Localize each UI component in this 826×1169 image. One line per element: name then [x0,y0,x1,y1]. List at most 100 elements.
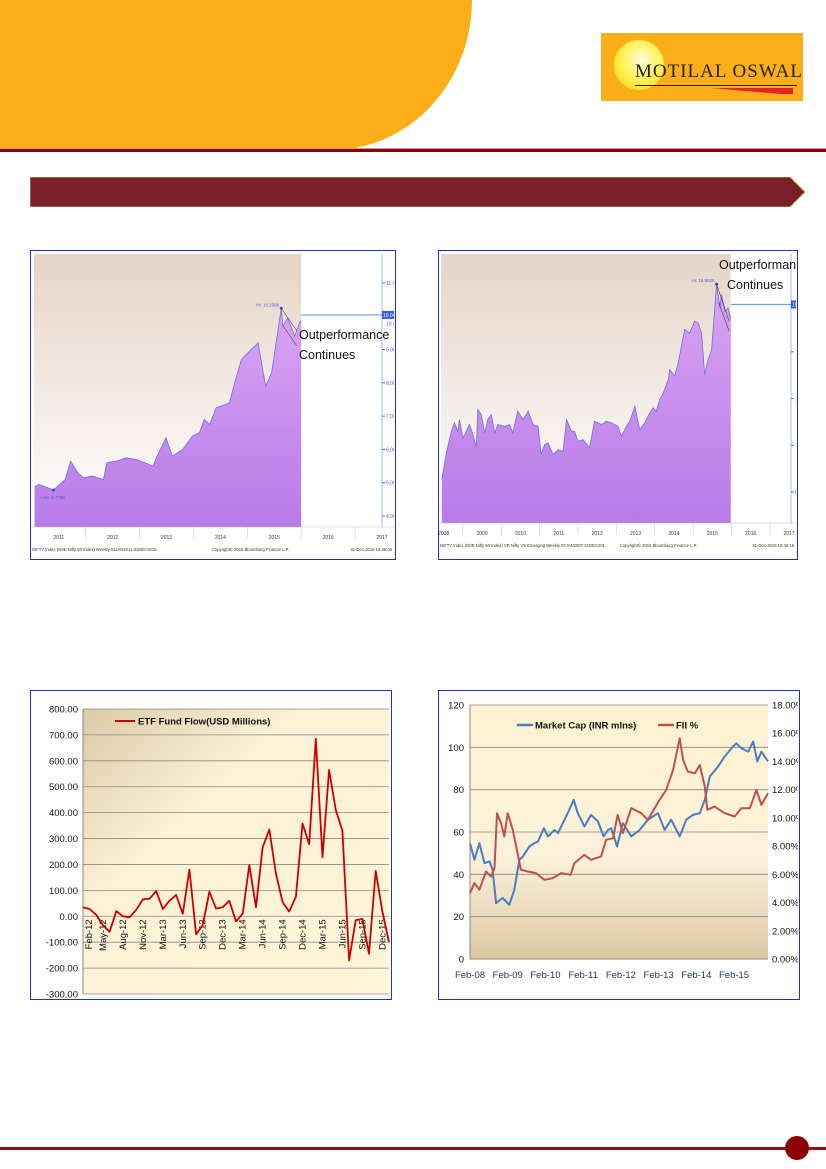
nifty-weekly-chart: 4.00 5.00 6.00 7.00 8.00 9.00 10.00 11.00 10.04 2… [30,250,402,560]
x-tick-label: Jun-15 [337,919,348,948]
legend-label-fii: FII % [676,721,699,732]
x-tick-label: Sep-14 [278,919,289,950]
x-tick-label: Jun-14 [258,919,269,948]
y-right-tick-label: 2.00% [772,926,798,937]
sun-icon [614,40,664,90]
y-left-tick-label: 100 [448,743,464,754]
chart-footer-timestamp: 31-Dec-2015 19:46:19 [752,543,794,548]
plot-background [83,709,389,994]
future-area [301,254,382,527]
y-tick-label: 300.00 [49,834,78,845]
x-tick-label: Jun-13 [178,919,189,948]
y-left-tick-label: 0 [459,955,464,966]
motilal-oswal-logo: MOTILAL OSWAL [601,33,803,101]
x-tick-label: Nov-12 [138,919,149,950]
x-tick-label: Mar-15 [317,919,328,949]
y-tick-label: 800.00 [49,705,78,716]
y-tick-label: 5.00 [386,481,394,487]
x-tick-label: Feb-15 [719,970,749,981]
x-tick-label: Feb-12 [84,919,95,949]
x-tick-label: 2016 [745,531,756,537]
header-decoration [0,0,472,150]
future-area [730,254,791,523]
x-tick-label: 2008 [439,531,449,537]
y-tick-label: 7.00 [386,414,394,420]
last-value-label: 15.93 [792,302,796,308]
y-tick-label: 500.00 [49,782,78,793]
etf-flow-line [82,737,390,962]
y-tick-label: 10.00 [795,443,796,449]
x-tick-label: 2013 [630,531,641,537]
x-tick-label: 2011 [53,535,64,541]
x-tick-label: Sep-13 [198,919,209,950]
fii-percent-line [469,737,769,894]
etf-fund-flow-chart: -300.00 -200.00 -100.00 0.00 100.00 200.00 300… [30,690,392,1001]
last-value-badge [382,310,396,319]
low-marker [51,488,55,492]
last-value-label: 10.04 [383,313,394,319]
y-tick-label: 100.00 [49,886,78,897]
y-right-tick-label: 12.00% [772,785,798,796]
chart-footer-copyright: Copyright© 2015 Bloomberg Finance L.P. [620,543,697,548]
y-tick-label: 9.00 [386,348,394,354]
annotation-line-2: Continues [299,348,355,362]
x-tick-label: Sep-15 [357,919,368,950]
x-tick-label: 2011 [553,531,564,537]
nifty-weekly-svg: 4.00 5.00 6.00 7.00 8.00 9.00 10.00 11.00 10.04 2… [31,254,402,552]
market-cap-line [469,740,769,906]
y-tick-label: 600.00 [49,756,78,767]
chart-footer-source: NIFTY Index (NSE Nifty 50 Index) Weekly … [32,547,157,552]
x-tick-label: 2009 [477,531,488,537]
y-right-tick-label: 6.00% [772,870,798,881]
market-cap-fii-svg: 0 20 40 60 80 100 120 0.00% 2.00% 4.00% 6.00% 8.00%… [448,701,805,982]
x-tick-label: 2017 [784,531,795,537]
x-tick-label: 2010 [515,531,526,537]
price-area [34,308,302,527]
y-right-tick-label: 10.00% [772,813,798,824]
y-tick-label: 700.00 [49,730,78,741]
x-tick-label: Feb-09 [493,970,523,981]
y-right-tick-label: 18.00% [772,701,798,712]
y-right-tick-label: 4.00% [772,898,798,909]
price-line [34,308,302,491]
x-tick-label: 2017 [376,535,387,541]
price-area [441,284,731,523]
logo-swoosh [711,88,793,94]
logo-text: MOTILAL OSWAL [635,61,803,82]
x-tick-label: 2014 [215,535,226,541]
y-tick-label: 11.00 [386,281,394,287]
x-tick-label: 2016 [323,535,334,541]
nifty-vs-emerging-svg: 8.00 10.00 12.00 14.00 15.93 2008 2009 2010 2011… [438,254,811,548]
x-tick-label: 2015 [707,531,718,537]
x-tick-label: Feb-11 [568,970,597,981]
y-left-tick-label: 20 [453,912,464,923]
section-banner [30,177,805,207]
chart-footer-copyright: Copyright© 2015 Bloomberg Finance L.P. [212,547,289,552]
y-tick-label: 400.00 [49,808,78,819]
y-tick-label: -200.00 [46,964,78,975]
annotation-arrow [718,302,730,332]
legend-label: ETF Fund Flow(USD Millions) [138,717,270,728]
y-tick-label: 6.00 [386,447,394,453]
page-marker [785,1136,809,1160]
header-divider [0,148,826,152]
chart-footer-timestamp: 31-Dec-2015 19:46:03 [350,547,392,552]
footer-divider [0,1147,826,1150]
x-tick-label: Feb-08 [455,970,485,981]
etf-fund-flow-svg: -300.00 -200.00 -100.00 0.00 100.00 200.00 300… [46,705,390,1001]
y-tick-label: -100.00 [46,938,78,949]
x-tick-label: Dec-15 [377,919,388,950]
annotation-line-1: Outperformance [299,328,389,342]
y-left-tick-label: 80 [453,785,464,796]
y-right-tick-label: 14.00% [772,757,798,768]
x-tick-label: Aug-12 [118,919,129,950]
annotation-arrow [281,308,298,332]
y-left-tick-label: 60 [453,828,464,839]
price-line [441,284,732,480]
x-tick-label: 2015 [269,535,280,541]
x-tick-label: Mar-14 [238,919,249,949]
low-label: Low: 4.7795 [40,495,65,500]
x-tick-label: 2012 [107,535,118,541]
y-right-tick-label: 16.00% [772,729,798,740]
x-tick-label: Dec-14 [298,919,309,950]
